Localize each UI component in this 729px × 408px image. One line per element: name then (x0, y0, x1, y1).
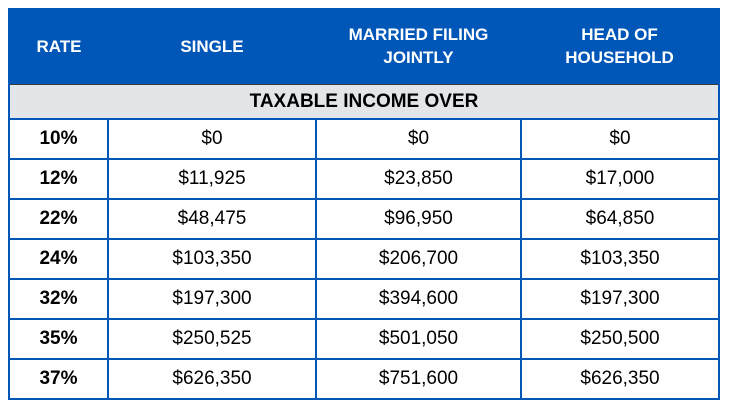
table-row: 22% $48,475 $96,950 $64,850 (8, 198, 720, 240)
rate-cell: 12% (8, 158, 109, 200)
amount-cell-head-of-household: $626,350 (520, 358, 720, 400)
rate-cell: 32% (8, 278, 109, 320)
rate-cell: 35% (8, 318, 109, 360)
rate-cell: 22% (8, 198, 109, 240)
column-header-row: RATE SINGLE MARRIED FILING JOINTLY HEAD … (9, 9, 719, 85)
banner-taxable-income-over: TAXABLE INCOME OVER (8, 84, 720, 120)
amount-cell-single: $197,300 (107, 278, 317, 320)
amount-cell-single: $103,350 (107, 238, 317, 280)
amount-cell-married-filing-jointly: $0 (315, 118, 522, 160)
column-header-married-filing-jointly: MARRIED FILING JOINTLY (316, 9, 521, 85)
table-row: 12% $11,925 $23,850 $17,000 (8, 158, 720, 200)
table-row: 24% $103,350 $206,700 $103,350 (8, 238, 720, 280)
table-row: 35% $250,525 $501,050 $250,500 (8, 318, 720, 360)
amount-cell-married-filing-jointly: $501,050 (315, 318, 522, 360)
amount-cell-married-filing-jointly: $751,600 (315, 358, 522, 400)
column-header-rate-label: RATE (36, 36, 82, 56)
column-header-single: SINGLE (108, 9, 316, 85)
amount-cell-single: $11,925 (107, 158, 317, 200)
amount-cell-single: $626,350 (107, 358, 317, 400)
column-header-rate: RATE (9, 9, 108, 85)
amount-cell-head-of-household: $103,350 (520, 238, 720, 280)
amount-cell-head-of-household: $197,300 (520, 278, 720, 320)
amount-cell-single: $48,475 (107, 198, 317, 240)
tax-bracket-table: RATE SINGLE MARRIED FILING JOINTLY HEAD … (8, 8, 720, 400)
amount-cell-head-of-household: $0 (520, 118, 720, 160)
amount-cell-head-of-household: $250,500 (520, 318, 720, 360)
amount-cell-head-of-household: $64,850 (520, 198, 720, 240)
amount-cell-head-of-household: $17,000 (520, 158, 720, 200)
amount-cell-married-filing-jointly: $206,700 (315, 238, 522, 280)
rate-cell: 10% (8, 118, 109, 160)
table-row: 32% $197,300 $394,600 $197,300 (8, 278, 720, 320)
column-header-head-of-household: HEAD OF HOUSEHOLD (521, 9, 719, 85)
table-row: 10% $0 $0 $0 (8, 118, 720, 160)
rate-cell: 37% (8, 358, 109, 400)
column-header-head-of-household-label: HEAD OF HOUSEHOLD (565, 25, 674, 67)
banner-row: TAXABLE INCOME OVER (8, 84, 720, 120)
amount-cell-single: $0 (107, 118, 317, 160)
amount-cell-single: $250,525 (107, 318, 317, 360)
amount-cell-married-filing-jointly: $394,600 (315, 278, 522, 320)
amount-cell-married-filing-jointly: $96,950 (315, 198, 522, 240)
table-row: 37% $626,350 $751,600 $626,350 (8, 358, 720, 400)
column-header-single-label: SINGLE (180, 36, 244, 56)
column-header-married-filing-jointly-label: MARRIED FILING JOINTLY (348, 25, 489, 67)
amount-cell-married-filing-jointly: $23,850 (315, 158, 522, 200)
rate-cell: 24% (8, 238, 109, 280)
